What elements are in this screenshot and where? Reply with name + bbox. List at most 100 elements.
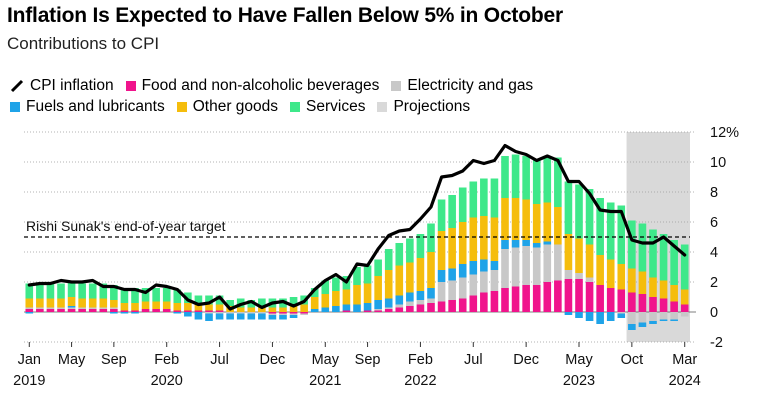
bar-services: [406, 238, 414, 263]
bar-fuel: [236, 313, 245, 320]
bar-other: [162, 301, 171, 309]
bar-services: [384, 249, 393, 270]
x-axis-layer: Jan 2019 May Sep Feb 2020 Jul Dec May 2021 Sep Feb 2…: [13, 342, 701, 389]
bar-services: [585, 189, 594, 245]
bar-elec: [205, 312, 213, 314]
x-tick-label: Jul: [210, 352, 229, 368]
bar-services: [120, 288, 129, 303]
bar-elec: [437, 282, 446, 302]
y-tick-label: 12%: [710, 125, 739, 141]
bar-food: [480, 292, 488, 312]
bar-elec: [490, 270, 499, 291]
bar-food: [554, 280, 562, 312]
bar-other: [680, 289, 689, 305]
bar-food: [575, 279, 583, 312]
bar-other: [99, 298, 108, 308]
bar-elec: [469, 274, 478, 296]
bar-other: [131, 303, 139, 311]
bar-services: [46, 283, 55, 299]
bar-elec: [554, 244, 562, 281]
legend-swatch-fuel: [10, 102, 20, 112]
bar-services: [575, 184, 583, 239]
bar-other: [289, 306, 298, 312]
legend-label-projections: Projections: [393, 98, 471, 115]
bar-food: [532, 285, 541, 312]
x-tick-label: Dec: [260, 352, 286, 368]
bar-fuel: [226, 313, 234, 320]
legend-item-cpi: CPI inflation: [10, 77, 114, 95]
bar-food: [110, 309, 118, 312]
x-year-label: 2024: [669, 373, 701, 389]
bar-services: [458, 187, 467, 222]
bar-fuel: [25, 312, 34, 314]
bar-other: [236, 307, 245, 312]
bar-fuel: [458, 264, 467, 278]
bar-other: [321, 294, 330, 308]
bar-other: [110, 300, 118, 308]
legend-line-icon: [10, 79, 24, 93]
bar-other: [480, 216, 488, 260]
bar-services: [416, 234, 425, 258]
bar-elec: [374, 309, 382, 311]
bar-services: [353, 267, 361, 285]
x-tick-label: Sep: [355, 352, 381, 368]
bar-elec: [46, 307, 55, 309]
x-tick-label: May: [58, 352, 86, 368]
bar-services: [363, 265, 372, 284]
bar-food: [596, 285, 604, 312]
y-tick-label: 6: [710, 215, 718, 231]
bar-fuel: [543, 241, 552, 245]
bar-other: [215, 304, 224, 311]
bar-food: [564, 279, 573, 312]
x-year-label: 2020: [151, 373, 183, 389]
bar-elec: [99, 307, 108, 309]
bar-other: [448, 228, 456, 269]
bar-fuel: [596, 312, 604, 324]
bar-food: [131, 310, 139, 312]
bar-fuel: [437, 270, 446, 282]
legend-swatch-food: [125, 81, 136, 91]
bar-other: [141, 301, 150, 309]
bar-elec: [670, 312, 678, 320]
bar-elec: [638, 312, 647, 323]
bar-services: [596, 198, 604, 255]
bar-fuel: [670, 319, 678, 321]
bar-services: [628, 220, 636, 269]
bar-fuel: [215, 313, 224, 320]
bar-elec: [300, 313, 308, 315]
bar-food: [36, 309, 44, 312]
cpi-line-layer: [27, 143, 687, 311]
bar-fuel: [67, 306, 76, 308]
bar-food: [585, 282, 594, 312]
bar-other: [57, 298, 65, 308]
bar-services: [437, 199, 446, 231]
bar-services: [543, 156, 552, 203]
bar-other: [395, 265, 404, 296]
bar-services: [554, 157, 562, 207]
bar-other: [46, 298, 55, 308]
bar-services: [141, 288, 150, 302]
bar-elec: [406, 301, 414, 306]
bar-elec: [268, 313, 277, 315]
x-tick-label: Sep: [101, 352, 127, 368]
bar-food: [268, 312, 277, 314]
projection-shading-layer: [626, 132, 690, 342]
bar-other: [659, 280, 668, 299]
bar-fuel: [617, 313, 626, 318]
bar-food: [680, 304, 689, 312]
x-tick-label: May: [565, 352, 593, 368]
bar-food: [416, 304, 425, 312]
bar-elec: [680, 312, 689, 317]
bar-fuel: [638, 322, 647, 327]
bar-fuel: [406, 292, 414, 302]
bar-food: [649, 297, 657, 312]
bar-other: [585, 244, 594, 278]
bar-fuel: [501, 240, 509, 249]
bar-other: [258, 307, 266, 312]
legend-item-services: Services: [290, 98, 365, 116]
bar-services: [564, 181, 573, 234]
bar-other: [554, 207, 562, 245]
bar-elec: [215, 312, 224, 314]
bar-fuel: [564, 312, 573, 315]
y-tick-label: -2: [710, 335, 723, 351]
